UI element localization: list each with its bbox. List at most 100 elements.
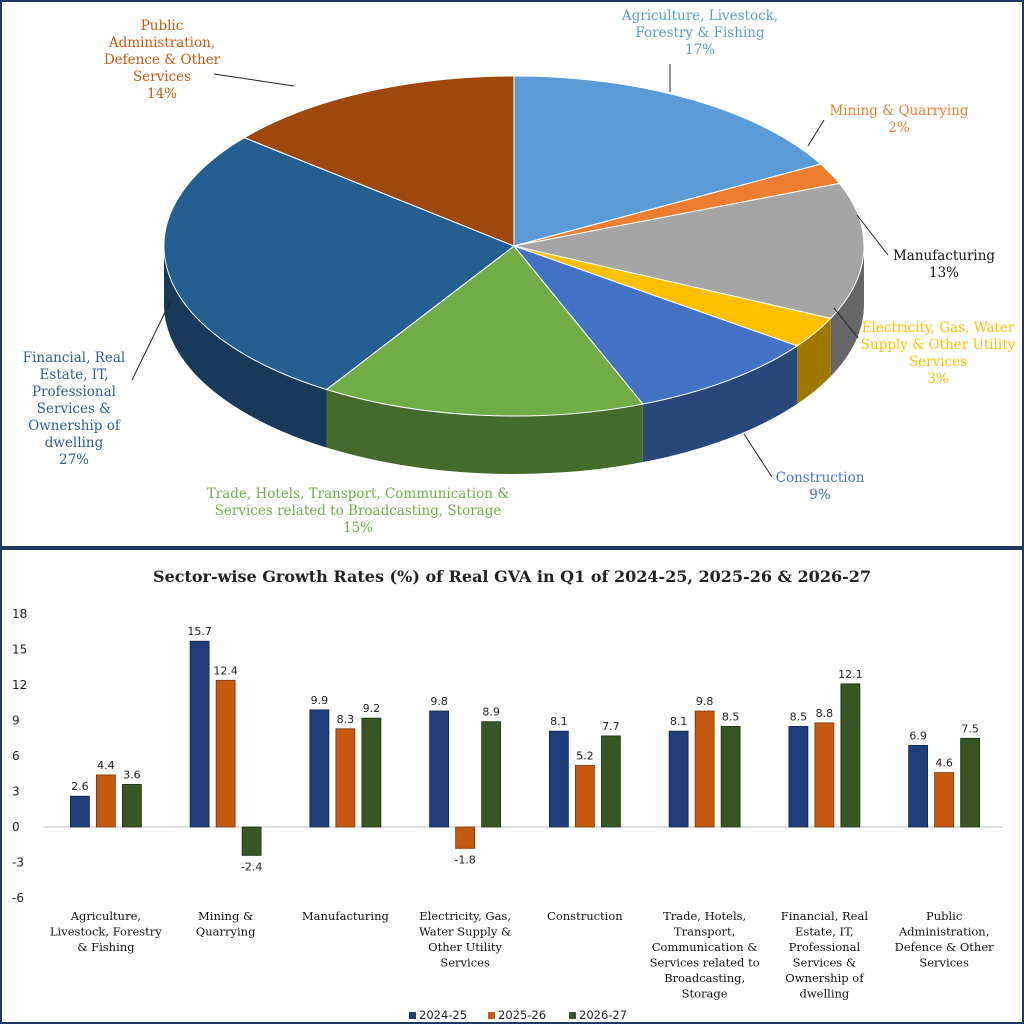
pie-sides <box>164 246 864 474</box>
x-tick-label: Water Supply & <box>419 925 511 939</box>
bar-2026-27 <box>960 737 981 828</box>
pie-slice-2 <box>513 182 865 319</box>
legend-label: 2026-27 <box>579 1008 627 1022</box>
y-tick-label: 6 <box>12 749 20 763</box>
x-tick-label: Construction <box>547 909 623 923</box>
bar-2025-26 <box>215 679 236 828</box>
pie-leader-line <box>213 73 295 87</box>
bar-value-label: 15.7 <box>187 625 212 638</box>
bar-value-label: -1.8 <box>454 853 475 866</box>
bar-2025-26 <box>335 728 356 828</box>
bar-value-label: 4.4 <box>97 759 115 772</box>
pie-slice-label: Forestry & Fishing <box>635 25 765 41</box>
pie-value-label: 27% <box>59 452 89 468</box>
pie-value-label: 15% <box>343 520 373 536</box>
legend-swatch <box>409 1012 416 1019</box>
x-tick-label: & Fishing <box>77 940 135 954</box>
x-tick-label: Financial, Real <box>781 909 869 923</box>
pie-slice-label: Mining & Quarrying <box>829 103 968 119</box>
pie-slice-7 <box>243 75 515 247</box>
bar-value-label: 7.7 <box>602 720 620 733</box>
legend-swatch <box>488 1012 495 1019</box>
x-tick-label: Administration, <box>898 925 990 939</box>
y-tick-label: 15 <box>12 643 27 657</box>
bar-2024-25 <box>429 710 450 828</box>
x-tick-label: Defence & Other <box>895 940 995 954</box>
bar-value-label: 8.5 <box>722 710 740 723</box>
x-tick-label: Transport, <box>674 925 735 939</box>
legend-swatch <box>569 1012 576 1019</box>
x-tick-label: Livestock, Forestry <box>50 925 162 939</box>
bar-value-labels: 2.6 4.4 3.6 15.7 12.4 -2.4 9.9 8.3 9.2 9.8 -1.8 8.9… <box>71 625 979 873</box>
pie-side-6 <box>164 246 327 448</box>
x-tick-label: Estate, IT, <box>795 925 854 939</box>
bar-value-label: 2.6 <box>71 780 89 793</box>
bar-value-label: 7.5 <box>961 722 979 735</box>
pie-value-label: 17% <box>685 42 715 58</box>
pie-chart-panel: Agriculture, Livestock, Forestry & Fishin… <box>0 0 1024 548</box>
x-tick-label: Services & <box>793 956 856 970</box>
pie-slice-label: Services & <box>37 401 111 417</box>
pie-value-label: 13% <box>929 265 959 281</box>
pie-slice-label: Services <box>133 69 191 85</box>
bar-value-label: 5.2 <box>576 749 594 762</box>
y-tick-label: -3 <box>12 856 24 870</box>
y-tick-label: 3 <box>12 785 20 799</box>
pie-slice-label: Manufacturing <box>893 248 995 264</box>
x-tick-label: Services <box>919 956 969 970</box>
legend-label: 2025-26 <box>498 1008 546 1022</box>
x-tick-label: Trade, Hotels, <box>663 909 746 923</box>
bar-value-label: -2.4 <box>241 860 262 873</box>
pie-value-label: 2% <box>888 120 910 136</box>
bar-2025-26 <box>694 710 715 828</box>
pie-slice-label: Services <box>909 354 967 370</box>
bar-2026-27 <box>600 735 621 828</box>
bar-2026-27 <box>241 826 262 856</box>
pie-value-label: 9% <box>809 487 831 503</box>
bar-2025-26 <box>574 765 595 828</box>
x-tick-label: dwelling <box>799 987 849 1001</box>
bar-chart-panel: Sector-wise Growth Rates (%) of Real GVA… <box>0 548 1024 1024</box>
pie-slice-label: Trade, Hotels, Transport, Communication … <box>207 486 509 502</box>
x-tick-label: Ownership of <box>785 971 864 985</box>
y-tick-label: -6 <box>12 891 24 905</box>
bar-value-label: 9.8 <box>430 695 448 708</box>
pie-side-5 <box>326 389 643 474</box>
y-tick-label: 18 <box>12 607 27 621</box>
bar-2026-27 <box>121 783 142 828</box>
x-tick-label: Public <box>926 909 962 923</box>
bar-2024-25 <box>309 709 330 828</box>
bar-2024-25 <box>668 730 689 828</box>
pie-slice-label: Financial, Real <box>23 350 125 366</box>
pie-slice-label: Professional <box>32 384 116 400</box>
x-tick-label: Services <box>440 956 490 970</box>
bar-value-label: 8.1 <box>670 715 688 728</box>
bar-chart: Sector-wise Growth Rates (%) of Real GVA… <box>12 567 1002 1022</box>
bar-2025-26 <box>455 826 476 849</box>
bar-2024-25 <box>548 730 569 828</box>
y-tick-label: 12 <box>12 678 27 692</box>
bar-2024-25 <box>908 744 929 828</box>
pie-slice-5 <box>325 245 644 417</box>
bar-value-label: 4.6 <box>935 757 953 770</box>
pie-slice-label: Supply & Other Utility <box>861 337 1016 353</box>
bar-value-label: 8.5 <box>790 710 808 723</box>
pie-slice-label: Administration, <box>108 35 215 51</box>
bar-2025-26 <box>814 722 835 828</box>
bar-value-label: 8.1 <box>550 715 568 728</box>
x-tick-label: Communication & <box>652 940 758 954</box>
bars <box>69 640 981 856</box>
bar-value-label: 9.2 <box>363 702 381 715</box>
bar-2024-25 <box>788 726 809 828</box>
pie-side-4 <box>642 345 798 463</box>
pie-slice-label: Ownership of <box>28 418 121 434</box>
pie-slice-4 <box>512 244 799 405</box>
legend-label: 2024-25 <box>419 1008 467 1022</box>
pie-leader-line <box>807 119 825 147</box>
pie-chart: Agriculture, Livestock,Forestry & Fishin… <box>23 8 1016 536</box>
x-tick-label: Mining & <box>198 909 253 923</box>
bar-2026-27 <box>840 683 861 828</box>
bar-value-label: 3.6 <box>123 768 141 781</box>
bar-value-label: 6.9 <box>909 729 927 742</box>
pie-slice-label: Estate, IT, <box>40 367 109 383</box>
